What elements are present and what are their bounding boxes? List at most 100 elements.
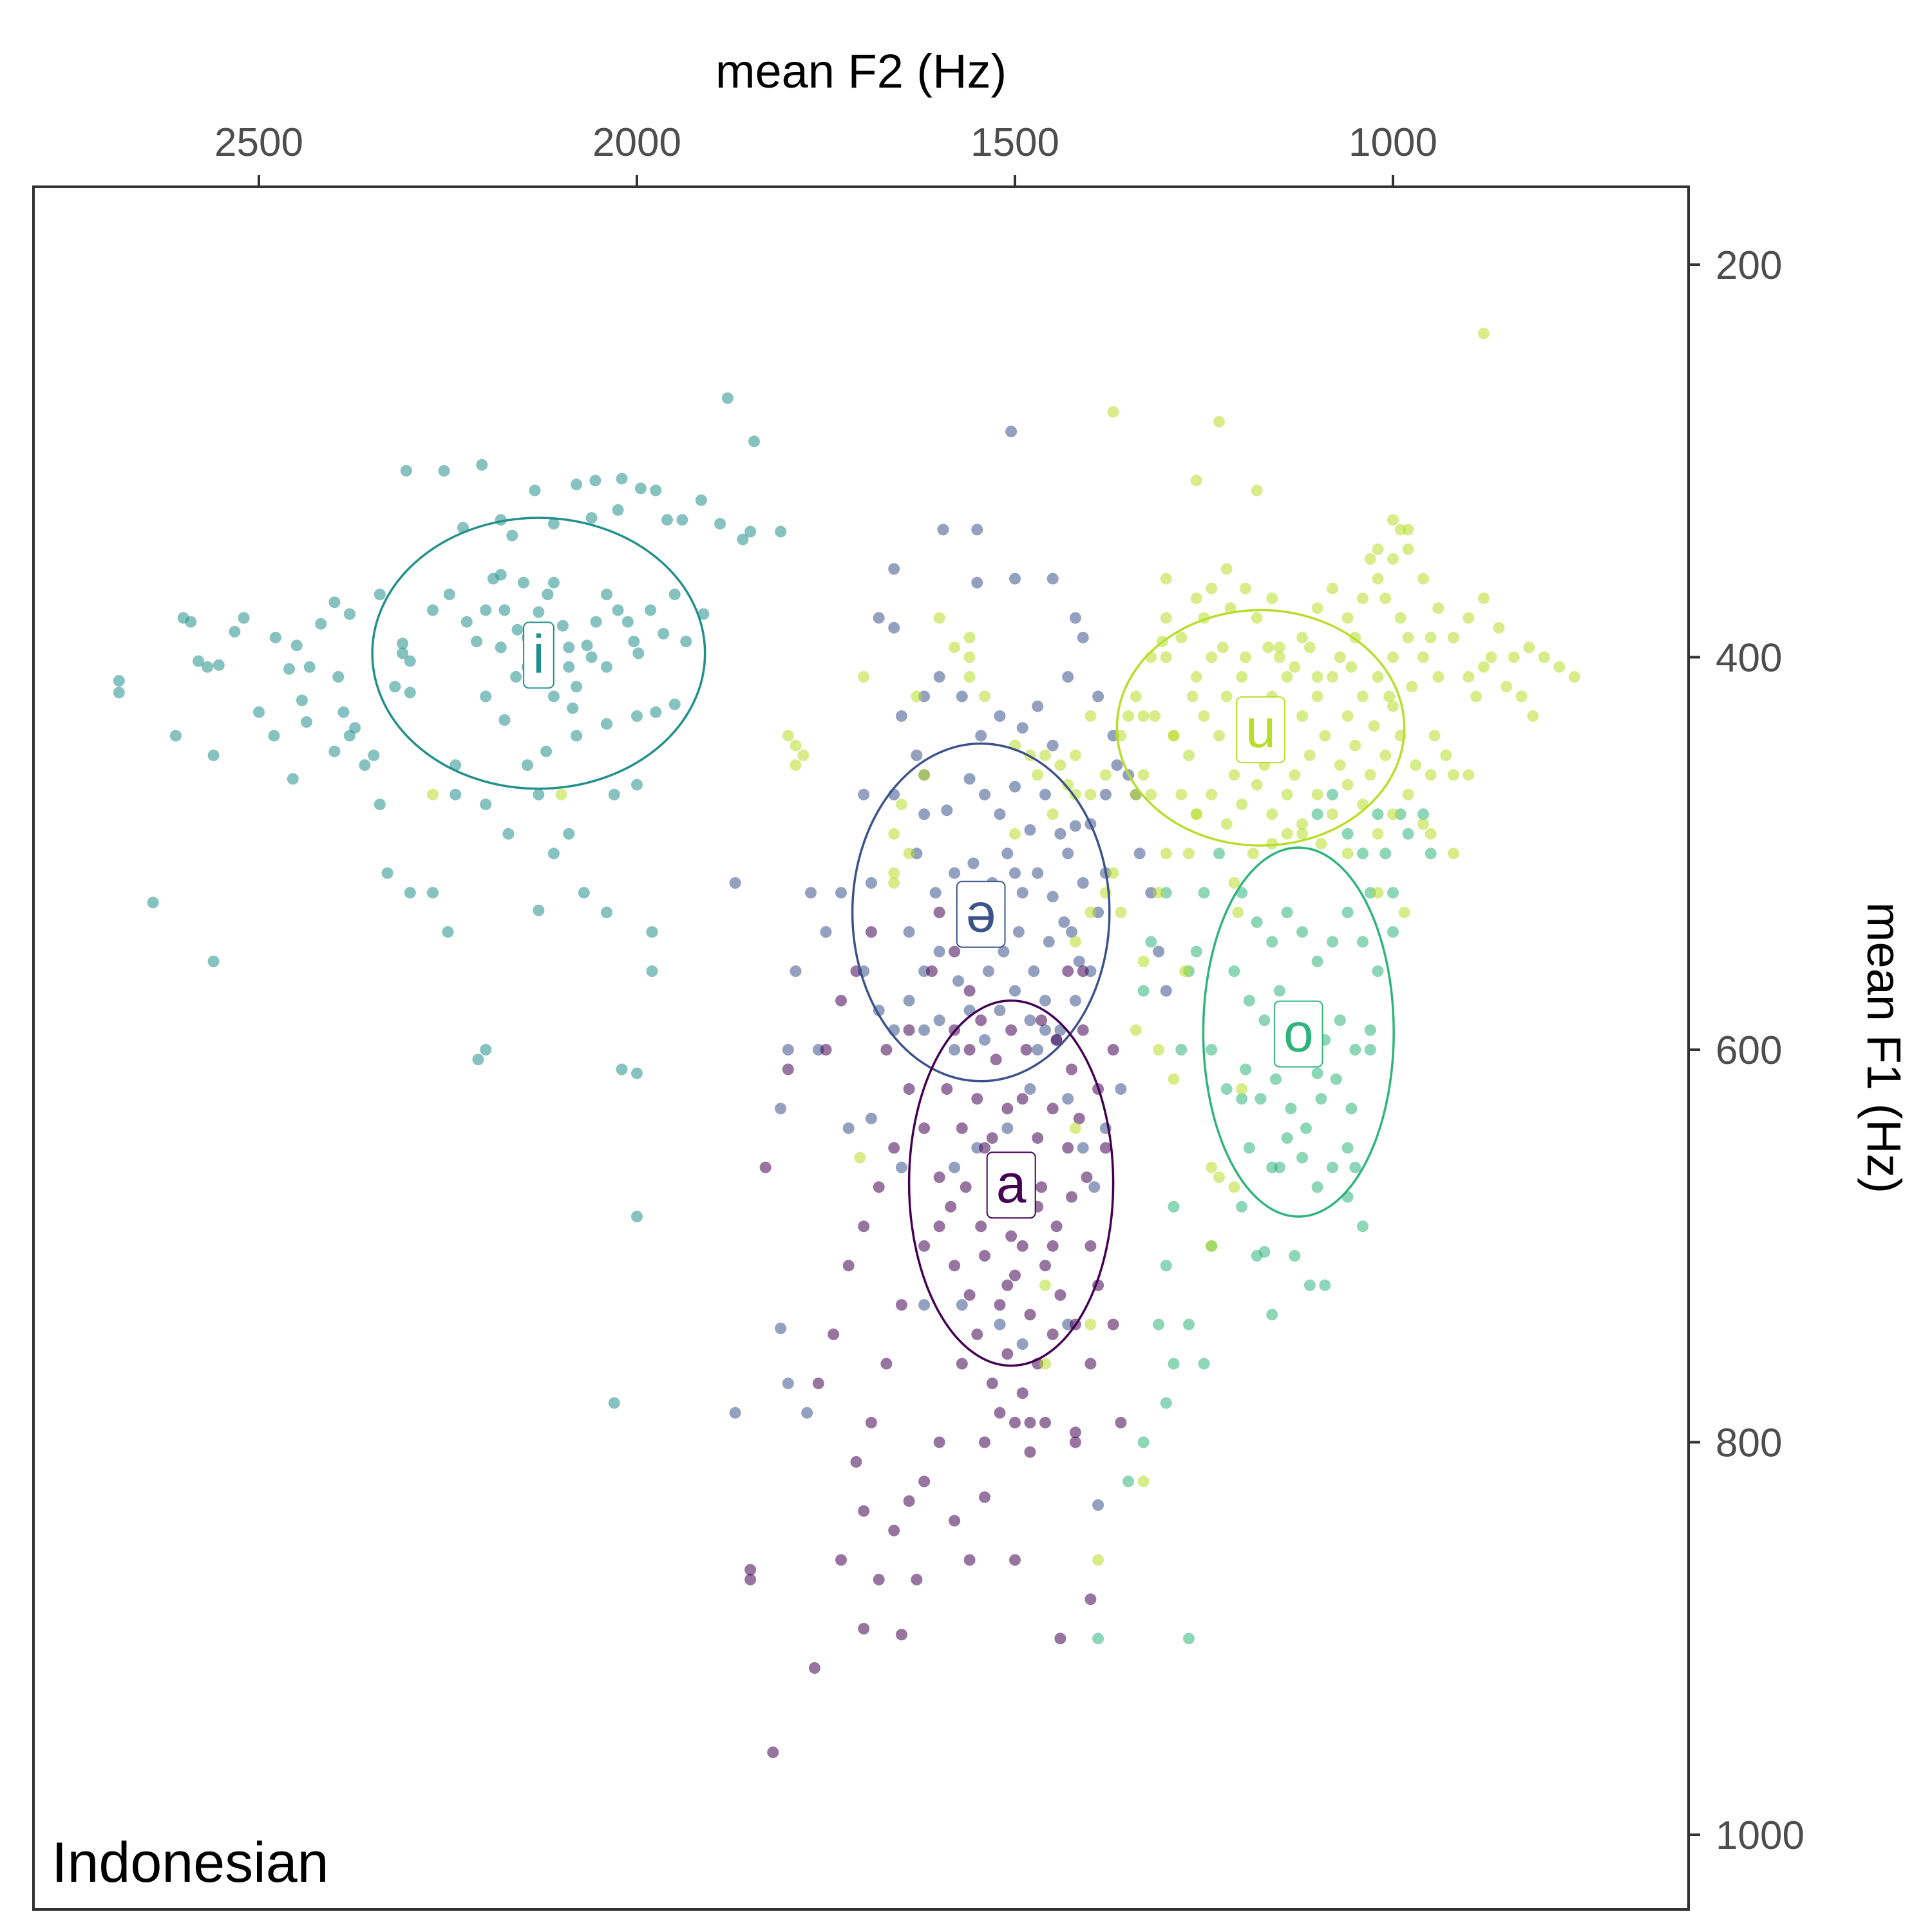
data-point-ə-32 bbox=[1058, 916, 1070, 928]
data-point-ə-109 bbox=[782, 1378, 794, 1390]
data-point-ə-24 bbox=[933, 945, 945, 958]
data-point-i-123 bbox=[631, 1211, 643, 1222]
data-point-u-190 bbox=[1107, 867, 1119, 879]
data-point-u-41 bbox=[1236, 799, 1248, 811]
data-point-u-170 bbox=[1383, 690, 1396, 703]
data-point-u-99 bbox=[1289, 661, 1301, 673]
data-point-u-33 bbox=[1379, 749, 1392, 761]
data-point-u-125 bbox=[1069, 788, 1081, 800]
data-point-a-36 bbox=[1024, 1309, 1036, 1321]
data-point-ə-71 bbox=[835, 887, 847, 899]
data-point-ə-72 bbox=[820, 926, 832, 938]
data-point-ə-95 bbox=[865, 1112, 877, 1124]
data-point-ə-122 bbox=[1009, 867, 1021, 879]
data-point-i-24 bbox=[443, 589, 455, 600]
data-point-u-0 bbox=[1160, 651, 1172, 663]
data-point-i-63 bbox=[480, 799, 492, 811]
data-point-i-51 bbox=[697, 608, 710, 620]
data-point-i-18 bbox=[368, 749, 380, 761]
vowel-label-ə: ə bbox=[956, 880, 1006, 948]
data-point-a-49 bbox=[979, 1436, 990, 1448]
data-point-i-7 bbox=[269, 632, 281, 643]
data-point-a-38 bbox=[1054, 1289, 1066, 1301]
data-point-a-100 bbox=[1016, 1240, 1028, 1252]
data-point-u-145 bbox=[1236, 1083, 1248, 1095]
data-point-u-199 bbox=[903, 848, 915, 860]
data-point-u-76 bbox=[1508, 651, 1520, 663]
data-point-i-80 bbox=[381, 867, 393, 879]
data-point-i-15 bbox=[337, 706, 350, 718]
data-point-u-109 bbox=[1084, 788, 1097, 800]
data-point-i-111 bbox=[661, 514, 673, 526]
data-point-u-120 bbox=[1251, 484, 1263, 497]
data-point-u-148 bbox=[1206, 1161, 1218, 1173]
data-point-u-78 bbox=[1538, 651, 1550, 663]
data-point-i-99 bbox=[571, 478, 583, 491]
panel-label: Indonesian bbox=[52, 1830, 329, 1894]
data-point-o-43 bbox=[1341, 828, 1354, 840]
data-point-o-56 bbox=[1137, 1436, 1150, 1448]
data-point-i-10 bbox=[296, 694, 308, 706]
data-point-a-63 bbox=[918, 1475, 931, 1488]
data-point-i-95 bbox=[476, 459, 488, 471]
data-point-i-47 bbox=[645, 604, 657, 616]
data-point-i-129 bbox=[563, 661, 575, 673]
data-point-a-64 bbox=[933, 1436, 945, 1448]
vowel-label-i: i bbox=[523, 621, 554, 689]
data-point-a-77 bbox=[820, 1044, 832, 1056]
points-layer bbox=[113, 327, 1580, 1758]
data-point-u-131 bbox=[979, 690, 990, 703]
data-point-a-75 bbox=[782, 1063, 794, 1075]
data-point-u-50 bbox=[1372, 828, 1384, 840]
data-point-u-121 bbox=[1190, 475, 1202, 487]
data-point-i-21 bbox=[397, 647, 409, 659]
data-point-u-77 bbox=[1523, 641, 1535, 654]
data-point-o-11 bbox=[1243, 994, 1255, 1007]
data-point-o-84 bbox=[1273, 1161, 1285, 1173]
data-point-i-71 bbox=[631, 779, 643, 791]
data-point-i-46 bbox=[632, 647, 645, 659]
data-point-a-81 bbox=[1107, 1044, 1119, 1056]
data-point-a-32 bbox=[963, 1289, 976, 1301]
data-point-u-202 bbox=[797, 749, 810, 761]
y-tick-label-600: 600 bbox=[1716, 1028, 1782, 1073]
data-point-a-1 bbox=[963, 1044, 976, 1056]
data-point-o-71 bbox=[1311, 1067, 1323, 1079]
data-point-i-31 bbox=[511, 623, 524, 636]
data-point-ə-75 bbox=[782, 1044, 794, 1056]
data-point-u-40 bbox=[1220, 818, 1233, 830]
data-point-i-85 bbox=[533, 904, 545, 916]
data-point-a-40 bbox=[956, 1358, 968, 1370]
data-point-a-99 bbox=[744, 1564, 757, 1576]
y-axis-title: mean F1 (Hz) bbox=[1857, 902, 1911, 1193]
data-point-u-114 bbox=[1084, 710, 1097, 722]
data-point-ə-60 bbox=[1032, 700, 1044, 712]
data-point-o-44 bbox=[1327, 788, 1339, 800]
data-point-i-108 bbox=[585, 512, 598, 524]
data-point-a-6 bbox=[1036, 1014, 1048, 1027]
data-point-u-90 bbox=[1379, 592, 1392, 605]
data-point-o-34 bbox=[1341, 1191, 1354, 1203]
data-point-ə-107 bbox=[729, 1406, 741, 1419]
data-point-u-35 bbox=[1410, 759, 1422, 772]
data-point-o-5 bbox=[1311, 955, 1323, 967]
data-point-i-90 bbox=[631, 1067, 643, 1079]
data-point-ə-67 bbox=[1133, 848, 1146, 860]
data-point-u-135 bbox=[790, 739, 802, 752]
data-point-o-13 bbox=[1273, 985, 1285, 997]
data-point-i-49 bbox=[668, 589, 681, 600]
data-point-o-60 bbox=[1137, 985, 1150, 997]
data-point-a-97 bbox=[808, 1662, 820, 1674]
data-point-o-57 bbox=[1160, 1397, 1172, 1409]
data-point-u-150 bbox=[1153, 1044, 1165, 1056]
data-point-u-21 bbox=[1198, 710, 1210, 722]
data-point-a-78 bbox=[835, 994, 847, 1007]
data-point-o-73 bbox=[1357, 1220, 1368, 1233]
data-point-u-104 bbox=[1160, 612, 1172, 624]
data-point-a-17 bbox=[1046, 1103, 1059, 1115]
data-point-u-117 bbox=[1160, 848, 1172, 860]
data-point-i-98 bbox=[529, 484, 541, 497]
data-point-ə-55 bbox=[933, 671, 945, 683]
data-point-a-11 bbox=[956, 1122, 968, 1134]
